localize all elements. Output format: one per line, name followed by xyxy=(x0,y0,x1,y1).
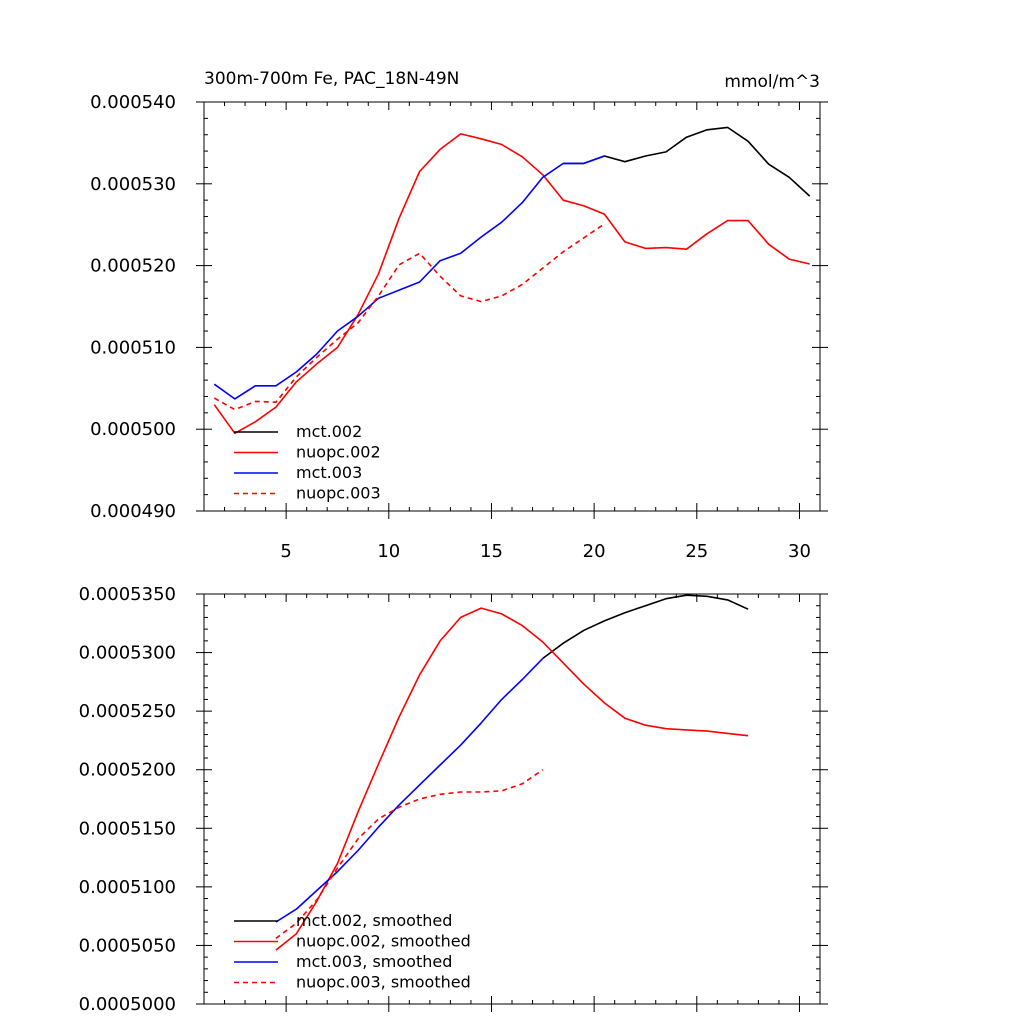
units-label: mmol/m^3 xyxy=(724,72,820,92)
legend-label: nuopc.003 xyxy=(296,484,381,503)
axis-ticks: 5 10 15 20 25 30 0.000490 0.000500 0.000510 0.000… xyxy=(90,92,828,562)
y-tick-label: 0.0005250 xyxy=(79,701,176,722)
x-tick-label: 25 xyxy=(685,541,708,562)
y-tick-label: 0.0005350 xyxy=(79,584,176,605)
axis-ticks: 0.0005000 0.0005050 0.0005100 0.0005150 0.00… xyxy=(79,584,828,1015)
y-tick-label: 0.0005300 xyxy=(79,643,176,664)
y-tick-label: 0.0005200 xyxy=(79,760,176,781)
legend-label: mct.002, smoothed xyxy=(296,911,452,930)
legend-label: nuopc.002 xyxy=(296,443,381,462)
y-tick-label: 0.0005000 xyxy=(79,994,176,1015)
y-tick-label: 0.000510 xyxy=(90,337,176,358)
legend-label: mct.003, smoothed xyxy=(296,952,452,971)
x-tick-label: 20 xyxy=(583,541,606,562)
legend-label: mct.003 xyxy=(296,463,362,482)
series-line-mct-002 xyxy=(563,126,811,197)
chart-title: 300m-700m Fe, PAC_18N-49N xyxy=(204,69,459,89)
series-line-nuopc-003-smoothed xyxy=(275,769,544,940)
legend-label: mct.002 xyxy=(296,422,362,441)
y-tick-label: 0.000520 xyxy=(90,256,176,277)
x-tick-label: 15 xyxy=(480,541,503,562)
series-line-nuopc-002 xyxy=(213,133,810,435)
series-line-mct-003-smoothed xyxy=(275,657,544,923)
x-tick-label: 30 xyxy=(788,541,811,562)
y-tick-label: 0.0005050 xyxy=(79,935,176,956)
legend-label: nuopc.003, smoothed xyxy=(296,973,471,992)
series-group xyxy=(213,126,811,435)
y-tick-label: 0.0005150 xyxy=(79,818,176,839)
bottom-panel: 0.0005000 0.0005050 0.0005100 0.0005150 0.00… xyxy=(79,584,828,1015)
legend-label: nuopc.002, smoothed xyxy=(296,932,471,951)
series-line-nuopc-003 xyxy=(213,223,605,411)
series-line-nuopc-002-smoothed xyxy=(275,607,749,951)
top-panel: 300m-700m Fe, PAC_18N-49N mmol/m^3 5 10 15… xyxy=(90,69,828,562)
x-tick-label: 10 xyxy=(377,541,400,562)
y-tick-label: 0.0005100 xyxy=(79,877,176,898)
series-group xyxy=(275,594,749,951)
x-tick-label: 5 xyxy=(280,541,291,562)
series-line-mct-002-smoothed xyxy=(542,594,749,660)
y-tick-label: 0.000500 xyxy=(90,419,176,440)
legend: mct.002, smoothed nuopc.002, smoothedmct.… xyxy=(234,911,471,992)
y-tick-label: 0.000540 xyxy=(90,92,176,113)
y-tick-label: 0.000530 xyxy=(90,174,176,195)
series-line-mct-003 xyxy=(213,155,605,400)
y-tick-label: 0.000490 xyxy=(90,501,176,522)
